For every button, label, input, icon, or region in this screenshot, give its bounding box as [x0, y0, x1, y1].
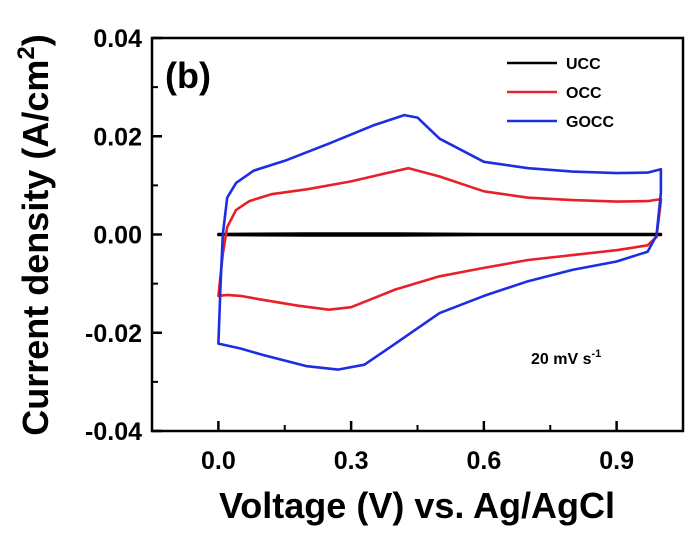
x-tick-label: 0.6 [466, 447, 501, 475]
legend-label-gocc: GOCC [566, 114, 614, 131]
y-axis-title-main: Current density (A/cm [15, 60, 56, 436]
y-tick-label: -0.04 [85, 418, 142, 446]
legend-label-ucc: UCC [566, 56, 601, 73]
y-tick-label: 0.02 [93, 123, 142, 151]
panel-label: (b) [165, 55, 211, 96]
legend: UCC OCC GOCC [507, 56, 614, 131]
y-tick-label: 0.00 [93, 222, 142, 250]
x-tick-label: 0.3 [334, 447, 369, 475]
x-tick-label: 0.0 [201, 447, 236, 475]
series-ucc [217, 232, 663, 237]
x-axis: 0.0 0.3 0.6 0.9 [151, 421, 684, 475]
y-tick-label: -0.02 [85, 320, 142, 348]
series-gocc [217, 113, 663, 371]
y-axis: -0.04 -0.02 0.00 0.02 0.04 [85, 25, 162, 446]
scan-rate-sup: -1 [591, 348, 601, 360]
x-tick-label: 0.9 [599, 447, 634, 475]
series-occ [217, 166, 663, 311]
legend-label-occ: OCC [566, 85, 602, 102]
scan-rate-text: 20 mV s [531, 351, 592, 368]
y-axis-title-sup: 2 [13, 46, 40, 59]
y-axis-title-close: ) [15, 34, 56, 46]
y-axis-title: Current density (A/cm2) [13, 34, 56, 435]
x-axis-title: Voltage (V) vs. Ag/AgCl [219, 485, 615, 526]
y-tick-label: 0.04 [93, 25, 142, 53]
series-group [217, 113, 663, 371]
scan-rate-annotation: 20 mV s-1 [531, 348, 601, 368]
